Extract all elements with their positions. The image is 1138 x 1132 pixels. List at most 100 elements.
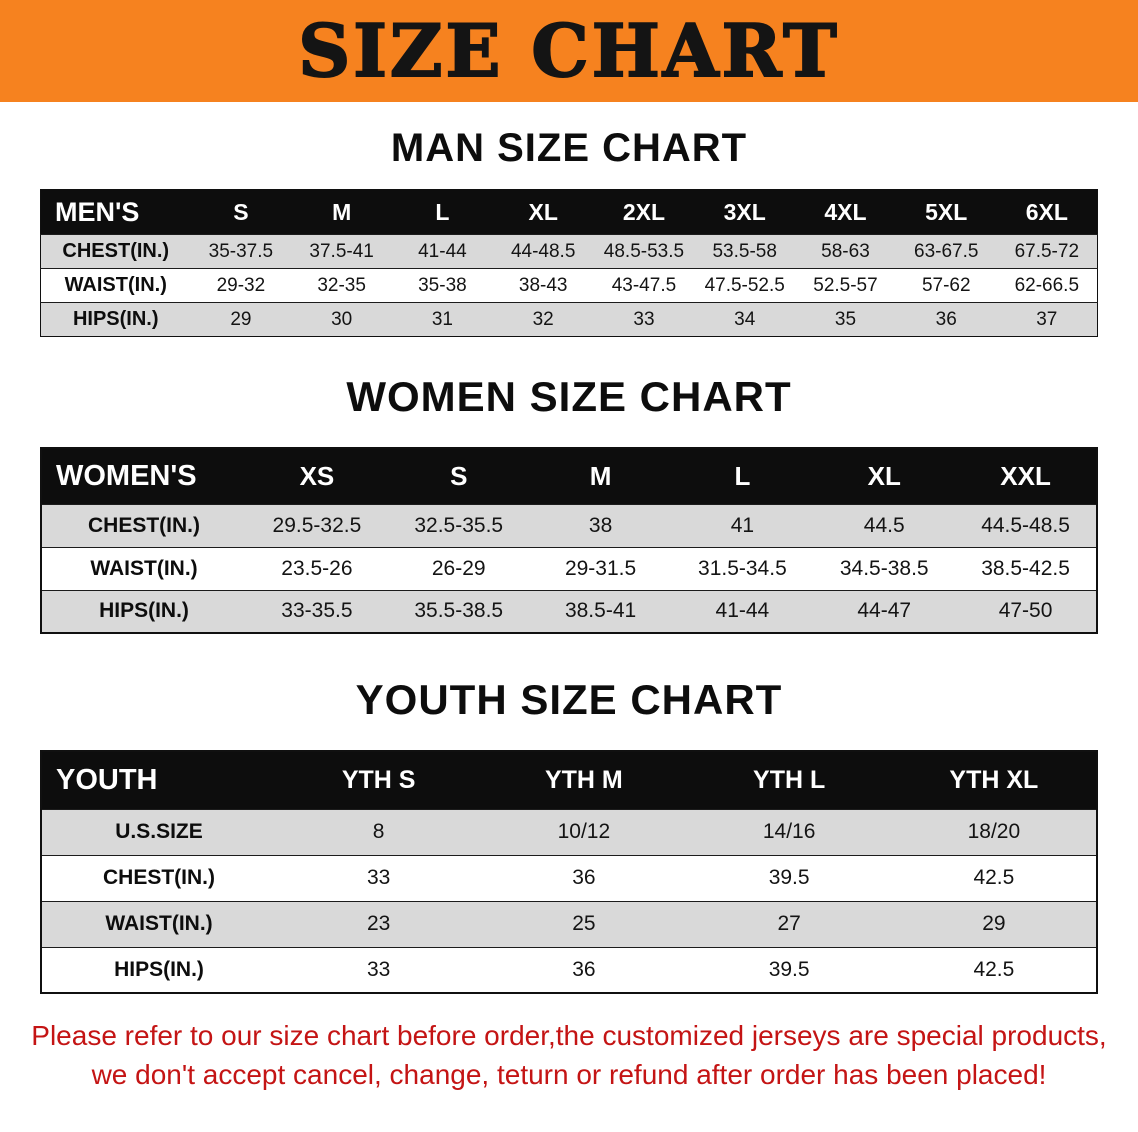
value-cell: 32: [532, 308, 554, 330]
column-header: 2XL: [622, 198, 666, 225]
table-header-row: WOMEN'S XS S M L XL XXL: [41, 448, 1097, 504]
table-body: CHEST(IN.) 35-37.5 37.5-41 41-44 44-48.5 48.5…: [40, 234, 1098, 337]
value-cell: 62-66.5: [1014, 274, 1080, 296]
value-cell: 44-48.5: [510, 240, 576, 262]
row-label: CHEST(IN.): [88, 513, 200, 537]
table-head: MEN'S S M L XL 2XL 3XL 4XL 5XL 6XL: [40, 189, 1098, 235]
value-cell: 44.5-48.5: [981, 513, 1070, 537]
column-header: YTH XL: [949, 765, 1039, 794]
row-label: HIPS(IN.): [72, 308, 159, 330]
column-header: XL: [528, 198, 558, 225]
row-label: CHEST(IN.): [62, 240, 170, 262]
section-men: MAN SIZE CHART MEN'S S M L XL 2XL 3XL 4XL 5XL 6XL…: [0, 126, 1138, 337]
value-cell: 42.5: [973, 866, 1015, 889]
value-cell: 41: [730, 513, 755, 537]
women-size-table: WOMEN'S XS S M L XL XXL CHEST(IN.) 29.5-32.5 32.…: [40, 447, 1098, 634]
value-cell: 37: [1036, 308, 1058, 330]
column-header: L: [435, 198, 450, 225]
row-label: U.S.SIZE: [115, 820, 203, 843]
value-cell: 35.5-38.5: [414, 599, 504, 623]
value-cell: 23.5-26: [281, 556, 353, 580]
table-row: U.S.SIZE 8 10/12 14/16 18/20: [41, 809, 1097, 855]
table-row: WAIST(IN.) 23 25 27 29: [41, 901, 1097, 947]
value-cell: 53.5-58: [712, 240, 777, 262]
banner-title: SIZE CHART: [297, 8, 840, 93]
row-label: HIPS(IN.): [99, 599, 189, 623]
row-label: HIPS(IN.): [114, 957, 204, 981]
row-label: WAIST(IN.): [64, 274, 167, 296]
value-cell: 29: [230, 308, 252, 330]
value-cell: 18/20: [967, 820, 1021, 843]
value-cell: 38-43: [518, 274, 568, 296]
value-cell: 42.5: [973, 957, 1015, 981]
row-label: WAIST(IN.): [105, 912, 213, 935]
table-body: CHEST(IN.) 29.5-32.5 32.5-35.5 38 41 44.5 44.5…: [41, 504, 1097, 633]
value-cell: 14/16: [762, 820, 816, 843]
value-cell: 41-44: [418, 240, 467, 262]
value-cell: 41-44: [715, 599, 770, 623]
column-header: M: [332, 198, 352, 225]
table-header-row: MEN'S S M L XL 2XL 3XL 4XL 5XL 6XL: [40, 189, 1098, 235]
table-corner-label: WOMEN'S: [56, 459, 197, 492]
column-header: S: [450, 460, 468, 491]
value-cell: 35-38: [418, 274, 467, 296]
value-cell: 8: [372, 820, 385, 843]
value-cell: 33-35.5: [281, 599, 353, 623]
section-women: WOMEN SIZE CHART WOMEN'S XS S M L XL XXL CHEST…: [0, 373, 1138, 634]
value-cell: 39.5: [768, 866, 810, 889]
value-cell: 33: [366, 957, 391, 981]
value-cell: 38: [588, 513, 613, 537]
value-cell: 47-50: [998, 599, 1053, 623]
value-cell: 35: [834, 308, 857, 330]
size-chart-page: SIZE CHART MAN SIZE CHART MEN'S S M L XL 2XL 3…: [0, 0, 1138, 1094]
value-cell: 48.5-53.5: [603, 240, 685, 262]
column-header: XXL: [1000, 460, 1051, 491]
table-row: CHEST(IN.) 29.5-32.5 32.5-35.5 38 41 44.5 44.5…: [41, 504, 1097, 547]
table-header-row: YOUTH YTH S YTH M YTH L YTH XL: [41, 751, 1097, 809]
table-corner-label: MEN'S: [55, 196, 140, 227]
column-header: 6XL: [1025, 198, 1068, 225]
value-cell: 63-67.5: [914, 240, 979, 262]
column-header: L: [734, 460, 751, 491]
table-row: WAIST(IN.) 29-32 32-35 35-38 38-43 43-47.5 47.…: [40, 268, 1098, 303]
value-cell: 36: [572, 957, 596, 981]
value-cell: 29: [982, 912, 1006, 935]
value-cell: 38.5-41: [564, 599, 637, 623]
value-cell: 47.5-52.5: [704, 274, 785, 296]
value-cell: 31: [431, 308, 453, 330]
value-cell: 30: [331, 308, 353, 330]
table-head: WOMEN'S XS S M L XL XXL: [41, 448, 1097, 504]
value-cell: 37.5-41: [309, 240, 374, 262]
column-header: XL: [867, 460, 901, 491]
column-header: YTH M: [544, 765, 623, 794]
value-cell: 44.5: [863, 513, 905, 537]
value-cell: 32-35: [317, 274, 366, 296]
value-cell: 10/12: [557, 820, 611, 843]
column-header: 3XL: [723, 198, 766, 225]
women-section-heading: WOMEN SIZE CHART: [346, 373, 792, 420]
disclaimer: Please refer to our size chart before or…: [0, 1016, 1138, 1094]
value-cell: 27: [777, 912, 801, 935]
value-cell: 34: [734, 308, 756, 330]
value-cell: 36: [572, 866, 596, 889]
table-row: HIPS(IN.) 29 30 31 32 33 34 35 36 37: [40, 302, 1098, 337]
column-header: XS: [299, 460, 335, 491]
disclaimer-line-1: Please refer to our size chart before or…: [31, 1020, 1107, 1051]
value-cell: 33: [633, 308, 655, 330]
column-header: YTH L: [753, 765, 826, 794]
value-cell: 33: [366, 866, 391, 889]
column-header: M: [589, 460, 612, 491]
value-cell: 31.5-34.5: [698, 556, 787, 580]
value-cell: 32.5-35.5: [414, 513, 504, 537]
table-row: CHEST(IN.) 35-37.5 37.5-41 41-44 44-48.5 48.5…: [40, 234, 1098, 269]
column-header: S: [233, 198, 249, 225]
value-cell: 35-37.5: [208, 240, 274, 262]
youth-section-heading: YOUTH SIZE CHART: [355, 676, 783, 723]
row-label: WAIST(IN.): [90, 556, 198, 580]
disclaimer-line-2: we don't accept cancel, change, teturn o…: [91, 1059, 1047, 1091]
value-cell: 25: [572, 912, 596, 935]
men-size-table: MEN'S S M L XL 2XL 3XL 4XL 5XL 6XL CHEST(IN.) 35-3…: [40, 189, 1098, 337]
value-cell: 23: [366, 912, 391, 935]
value-cell: 38.5-42.5: [981, 556, 1070, 580]
value-cell: 39.5: [768, 957, 810, 981]
